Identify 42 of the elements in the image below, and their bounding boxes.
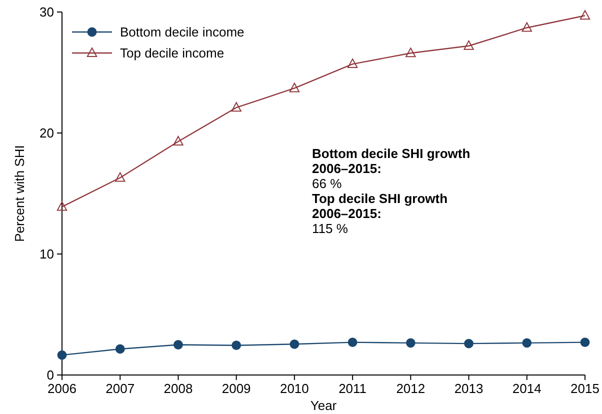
legend-label: Bottom decile income [120, 24, 244, 40]
point [173, 136, 184, 146]
annotation: 115 % [312, 221, 348, 236]
x-tick-label: 2015 [570, 381, 600, 396]
point [406, 338, 416, 348]
x-tick-label: 2010 [280, 381, 309, 396]
y-tick-label: 10 [40, 246, 54, 262]
point [290, 339, 300, 349]
point [289, 82, 300, 92]
point [231, 102, 242, 112]
point [56, 201, 68, 211]
point [580, 338, 590, 348]
x-tick-label: 2014 [512, 381, 542, 396]
legend-label: Top decile income [120, 46, 224, 61]
point [347, 58, 358, 68]
point [174, 340, 183, 350]
x-tick-label: 2012 [396, 381, 426, 396]
y-tick-label: 30 [40, 4, 54, 20]
point [580, 10, 590, 20]
annotation: Bottom decile SHI growth 2006–2015: [312, 146, 470, 176]
y-tick-label: 20 [40, 126, 54, 141]
x-tick-label: 2011 [338, 381, 367, 396]
x-tick-label: 2007 [106, 381, 135, 396]
point [348, 338, 358, 348]
point [464, 40, 474, 50]
point [522, 22, 532, 32]
annotation: 66 % [312, 176, 342, 191]
point [522, 338, 532, 348]
x-tick-label: 2006 [48, 381, 76, 396]
point [115, 172, 126, 182]
annotation: Top decile SHI growth 2006–2015: [312, 191, 448, 221]
point [406, 48, 416, 58]
y-axis-title: Percent with SHI [12, 145, 27, 242]
y-tick-label: 0 [46, 368, 54, 383]
x-tick-label: 2008 [164, 381, 193, 396]
x-tick-label: 2009 [222, 381, 251, 396]
point [464, 338, 474, 348]
point [57, 350, 67, 360]
x-tick-label: 2013 [454, 381, 484, 396]
point [232, 340, 242, 350]
point [115, 344, 125, 354]
x-axis-title: Year [310, 398, 338, 413]
